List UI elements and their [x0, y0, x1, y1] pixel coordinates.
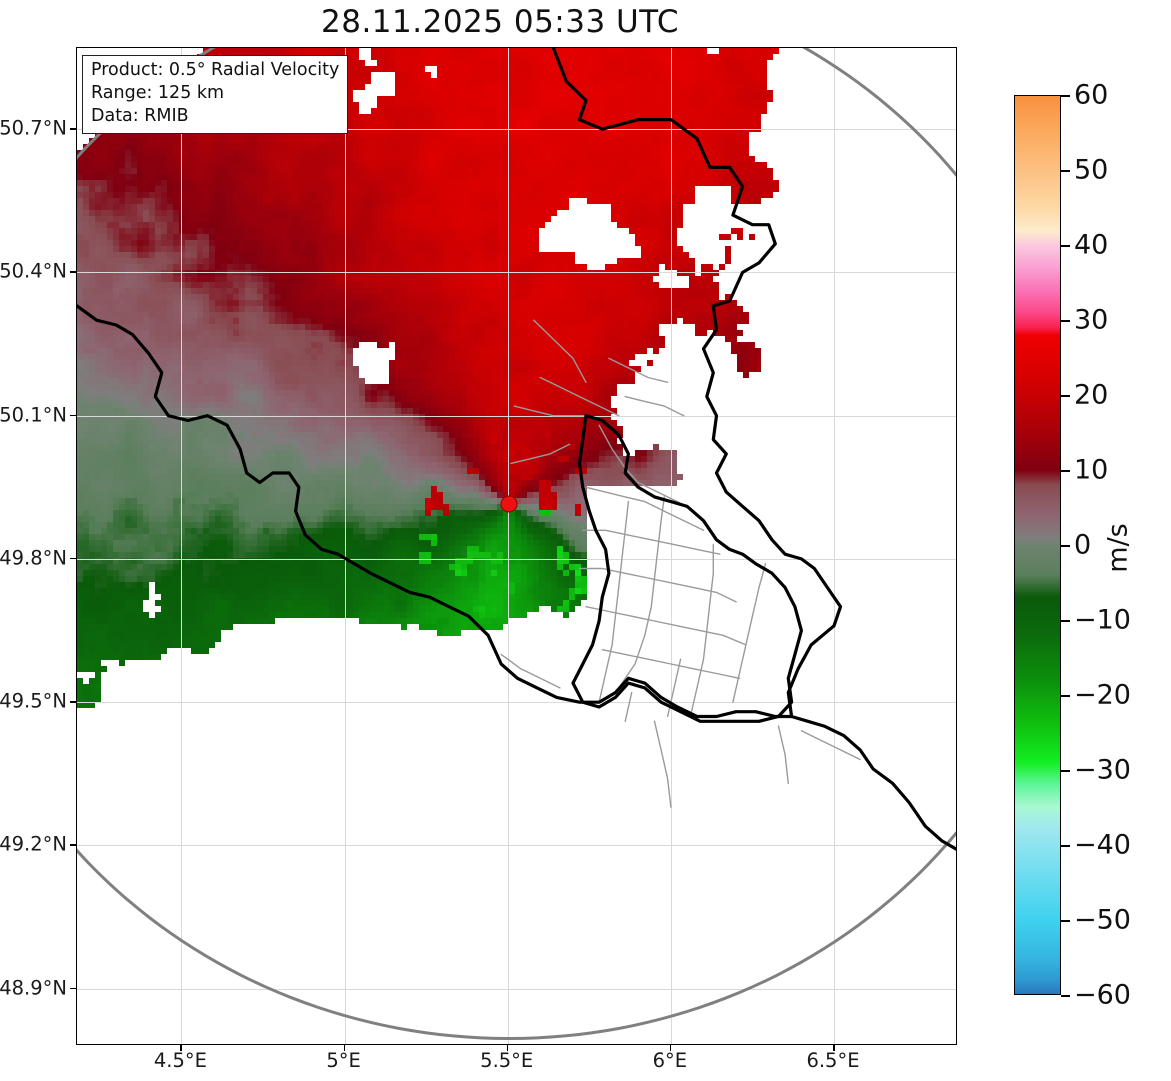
colorbar-tick-label: −40 [1074, 829, 1131, 861]
x-tick [506, 1045, 509, 1051]
colorbar-tick [1061, 470, 1070, 472]
x-axis-label: 6.5°E [806, 1049, 860, 1072]
plot-clip [77, 48, 956, 1044]
colorbar-tick-label: −20 [1074, 679, 1131, 711]
colorbar-tick [1061, 245, 1070, 247]
range-ring [77, 48, 956, 1041]
x-axis-label: 5°E [326, 1049, 361, 1072]
y-tick [70, 557, 76, 560]
colorbar[interactable]: 60 50 40 30 20 10 0 −10 −20 −30 −40 −50 −60 [1014, 80, 1131, 1011]
colorbar-tick-label: 0 [1074, 529, 1092, 561]
colorbar-tick [1061, 995, 1070, 997]
y-tick [70, 271, 76, 273]
y-tick [70, 128, 76, 130]
y-axis-label: 48.9°N [0, 976, 67, 1000]
colorbar-tick [1061, 620, 1070, 622]
colorbar-tick-label: −10 [1074, 604, 1131, 636]
y-axis-label: 49.2°N [0, 832, 67, 856]
colorbar-tick-label: 60 [1074, 79, 1109, 111]
y-tick [70, 844, 76, 846]
colorbar-tick [1061, 95, 1070, 97]
y-tick [70, 414, 76, 417]
info-data: Data: RMIB [91, 105, 189, 126]
page-title: 28.11.2025 05:33 UTC [321, 4, 679, 40]
y-axis-label: 49.5°N [0, 689, 67, 713]
colorbar-tick [1061, 395, 1070, 397]
colorbar-tick-label: −60 [1074, 979, 1131, 1011]
radar-plot[interactable] [76, 47, 957, 1045]
colorbar-tick [1061, 695, 1070, 697]
colorbar-tick [1061, 170, 1070, 172]
colorbar-gradient [1014, 95, 1061, 995]
x-axis-label: 5.5°E [480, 1049, 534, 1072]
y-axis-label: 50.7°N [0, 116, 67, 140]
radar-site-marker [500, 495, 518, 513]
map-border-layer [77, 48, 956, 851]
x-axis-label: 4.5°E [153, 1049, 207, 1072]
colorbar-tick [1061, 770, 1070, 772]
y-tick [70, 701, 76, 703]
colorbar-tick-label: 20 [1074, 379, 1109, 411]
y-axis-label: 50.4°N [0, 259, 67, 283]
colorbar-tick [1061, 845, 1070, 847]
y-axis-label: 50.1°N [0, 403, 67, 427]
colorbar-tick [1061, 545, 1070, 547]
x-tick [343, 1045, 346, 1051]
x-axis-label: 6°E [652, 1049, 688, 1072]
colorbar-tick-label: 40 [1074, 229, 1109, 261]
colorbar-tick-label: −30 [1074, 754, 1131, 786]
y-tick [70, 987, 76, 990]
colorbar-tick-label: 50 [1074, 154, 1109, 186]
x-tick [669, 1045, 672, 1051]
colorbar-tick [1061, 920, 1070, 922]
info-product: Product: 0.5° Radial Velocity [91, 60, 340, 80]
product-info-box: Product: 0.5° Radial Velocity Range: 125… [82, 55, 349, 134]
colorbar-tick-label: −50 [1074, 904, 1131, 936]
colorbar-tick-label: 30 [1074, 304, 1109, 336]
colorbar-tick-label: 10 [1074, 454, 1109, 486]
y-axis-label: 49.8°N [0, 546, 67, 570]
x-tick [833, 1045, 835, 1051]
info-range: Range: 125 km [91, 82, 225, 103]
colorbar-tick [1061, 320, 1070, 322]
colorbar-unit-label: m/s [1102, 523, 1134, 573]
x-tick [180, 1045, 182, 1051]
